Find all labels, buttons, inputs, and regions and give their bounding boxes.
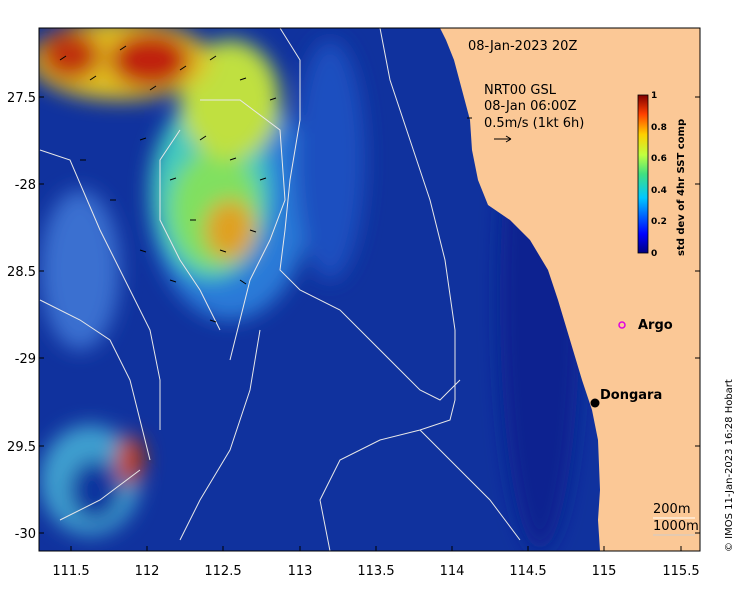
current-vectors xyxy=(59,45,277,323)
argo-marker-icon xyxy=(618,321,626,329)
x-tick-label: 114.5 xyxy=(509,564,546,579)
y-tick-label: 27.5 xyxy=(7,91,36,106)
map-frame xyxy=(38,27,701,552)
bathymetry-legend-1000m: 1000m xyxy=(653,519,699,534)
colorbar-ramp xyxy=(637,94,649,254)
land-mass xyxy=(440,28,700,551)
x-tick-label: 115.5 xyxy=(662,564,699,579)
y-tick-label: -29 xyxy=(15,352,36,367)
place-label-argo: Argo xyxy=(638,318,673,333)
map-timestamp: 08-Jan-2023 20Z xyxy=(468,39,577,54)
colorbar-tick: 0.8 xyxy=(651,123,667,133)
x-tick-label: 114 xyxy=(440,564,465,579)
scale-arrow-icon xyxy=(494,135,512,143)
x-tick-label: 113.5 xyxy=(357,564,394,579)
x-tick-label: 113 xyxy=(288,564,313,579)
colorbar: 1 0.8 0.6 0.4 0.2 0 std dev of 4hr SST c… xyxy=(637,91,687,259)
colorbar-tick: 0 xyxy=(651,249,657,259)
credit-text: © IMOS 11-Jan-2023 16:28 Hobart xyxy=(724,379,735,552)
y-tick-label: 29.5 xyxy=(7,440,36,455)
y-tick-label: 28.5 xyxy=(7,265,36,280)
y-tick-label: -30 xyxy=(15,527,36,542)
bathymetry-contours xyxy=(39,28,521,551)
bathymetry-legend-200m: 200m xyxy=(653,502,690,517)
current-product-label: NRT00 GSL xyxy=(484,83,557,98)
colorbar-tick: 1 xyxy=(651,91,657,101)
map-plot-area xyxy=(39,28,700,551)
y-axis: 27.5 -28 28.5 -29 29.5 -30 xyxy=(7,91,700,542)
x-tick-label: 111.5 xyxy=(52,564,89,579)
colorbar-tick: 0.2 xyxy=(651,217,667,227)
y-tick-label: -28 xyxy=(15,178,36,193)
colorbar-tick: 0.6 xyxy=(651,154,667,164)
colorbar-title: std dev of 4hr SST comp xyxy=(676,119,687,256)
x-axis: 111.5 112 112.5 113 113.5 114 114.5 115 … xyxy=(52,546,700,579)
scale-vector-label: 0.5m/s (1kt 6h) xyxy=(484,116,584,131)
current-time-label: 08-Jan 06:00Z xyxy=(484,99,577,114)
dongara-marker-icon xyxy=(590,398,600,408)
colorbar-tick: 0.4 xyxy=(651,186,667,196)
x-tick-label: 112.5 xyxy=(204,564,241,579)
x-tick-label: 115 xyxy=(592,564,617,579)
x-tick-label: 112 xyxy=(135,564,160,579)
place-label-dongara: Dongara xyxy=(600,388,662,403)
